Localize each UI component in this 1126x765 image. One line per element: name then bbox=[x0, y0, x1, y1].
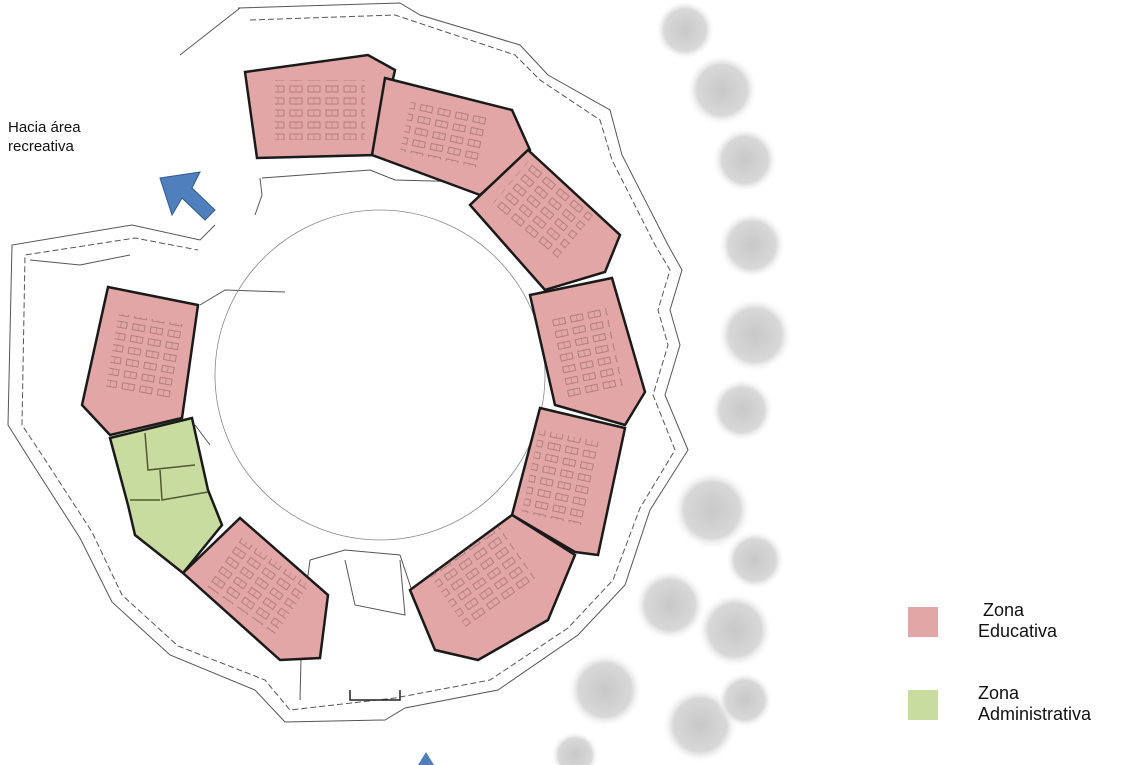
legend-label-line1: Zona bbox=[978, 683, 1020, 703]
site-outline bbox=[7, 2, 689, 723]
classroom-1 bbox=[243, 53, 397, 160]
direction-arrow bbox=[159, 171, 216, 221]
administrative-zone bbox=[108, 416, 224, 575]
classroom-3 bbox=[468, 148, 622, 292]
trees bbox=[551, 0, 793, 765]
direction-note: Hacia área recreativa bbox=[8, 118, 148, 156]
classroom-8 bbox=[80, 285, 200, 437]
classroom-5 bbox=[510, 406, 627, 557]
direction-note-line1: Hacia área bbox=[8, 119, 81, 136]
legend-label-line1: Zona bbox=[978, 600, 1025, 620]
central-courtyard bbox=[214, 209, 546, 541]
classroom-6 bbox=[408, 513, 577, 662]
direction-note-line2: recreativa bbox=[8, 138, 74, 155]
legend-label-administrative: Zona Administrativa bbox=[978, 683, 1126, 725]
educational-zone bbox=[80, 53, 647, 662]
classroom-7 bbox=[181, 516, 330, 662]
classroom-2 bbox=[370, 76, 532, 197]
legend-label-educational: Zona Educativa bbox=[978, 600, 1126, 642]
legend-label-line2: Administrativa bbox=[978, 704, 1092, 724]
classroom-4 bbox=[528, 276, 647, 427]
entrance-arrow bbox=[418, 752, 434, 765]
legend-swatch-educational bbox=[908, 607, 938, 637]
legend-swatch-administrative bbox=[908, 690, 938, 720]
legend-label-line2: Educativa bbox=[978, 621, 1058, 641]
